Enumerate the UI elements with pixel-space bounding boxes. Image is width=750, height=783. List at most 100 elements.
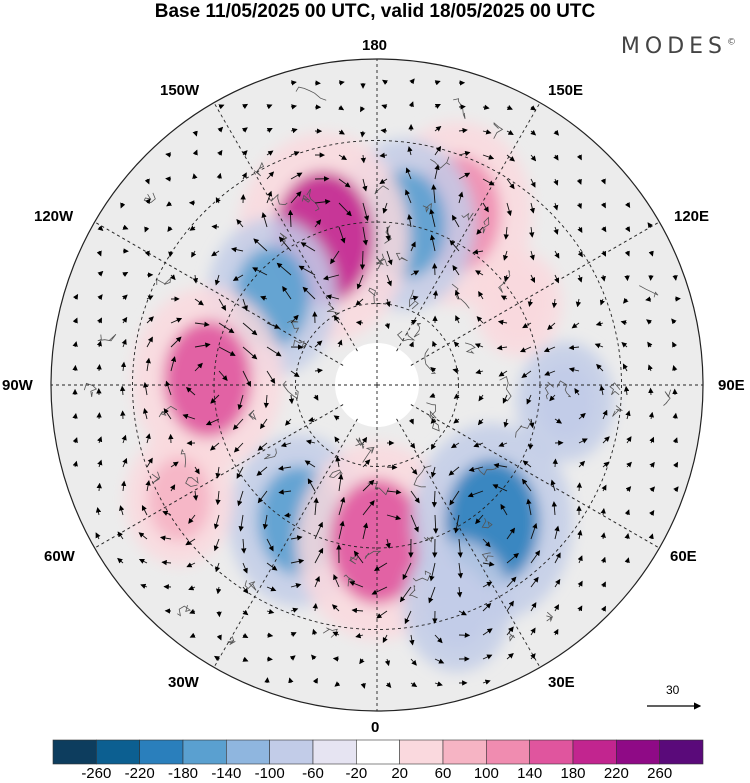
wind-arrow <box>410 319 417 325</box>
wind-arrow <box>430 418 437 424</box>
wind-arrow <box>326 294 340 300</box>
wind-arrow <box>474 343 484 349</box>
wind-arrow <box>262 514 269 530</box>
wind-arrow <box>362 522 369 540</box>
wind-arrow <box>529 250 535 261</box>
wind-arrow <box>621 341 628 348</box>
wind-arrow <box>72 412 78 420</box>
wind-arrow <box>526 394 532 405</box>
wind-arrow <box>506 552 520 564</box>
wind-arrow <box>458 150 471 157</box>
colorbar-tick-label: -180 <box>167 765 199 782</box>
wind-arrow <box>232 274 244 281</box>
wind-arrow <box>482 538 491 548</box>
wind-arrow <box>260 418 268 430</box>
wind-arrow <box>215 562 221 573</box>
colorbar-tick-label: -100 <box>254 765 285 782</box>
wind-arrow <box>649 510 655 517</box>
wind-arrow <box>431 490 438 508</box>
coastline-segment <box>663 389 671 406</box>
wind-arrow <box>624 557 630 564</box>
wind-arrow <box>492 484 508 492</box>
wind-arrow <box>451 214 460 228</box>
wind-arrow <box>209 442 220 451</box>
wind-arrow <box>165 152 172 158</box>
wind-arrow <box>119 505 125 516</box>
wind-arrow <box>95 532 101 540</box>
wind-arrow <box>337 473 344 492</box>
wind-arrow <box>192 130 198 137</box>
wind-arrow <box>521 478 532 492</box>
wind-arrow <box>530 154 537 162</box>
wind-arrow <box>506 202 512 217</box>
wind-arrow <box>453 341 460 348</box>
wind-arrow <box>432 290 439 300</box>
wind-arrow <box>314 340 323 348</box>
wind-arrow <box>371 586 388 595</box>
wind-arrow <box>337 339 343 348</box>
wind-arrow <box>290 151 300 157</box>
wind-arrow <box>529 418 535 429</box>
wind-arrow <box>530 627 536 636</box>
wind-arrow <box>458 191 464 204</box>
wind-arrow <box>241 127 248 133</box>
wind-arrow <box>314 368 323 374</box>
wind-arrow <box>338 105 345 111</box>
coastline-segment <box>412 570 432 582</box>
wind-arrow <box>577 555 583 564</box>
wind-arrow <box>314 199 331 205</box>
colorbar-swatch <box>659 739 704 765</box>
wind-arrow <box>600 202 606 209</box>
wind-arrow <box>218 104 225 110</box>
wind-arrow <box>434 681 443 687</box>
wind-arrow <box>290 535 303 541</box>
wind-arrow <box>620 320 628 326</box>
wind-arrow <box>146 457 153 468</box>
coastline-segment <box>464 342 476 354</box>
wind-arrow <box>170 356 177 372</box>
wind-arrow <box>647 364 653 372</box>
wind-arrow <box>649 486 656 493</box>
wind-arrow <box>261 212 268 228</box>
wind-arrow <box>142 381 149 396</box>
wind-arrow <box>379 178 388 185</box>
wind-arrow <box>218 370 228 381</box>
wind-arrow <box>530 653 536 660</box>
wind-arrow <box>506 600 514 612</box>
coastline-segment <box>180 448 187 468</box>
map-title: Base 11/05/2025 00 UTC, valid 18/05/2025… <box>154 1 596 22</box>
wind-arrow <box>497 319 508 325</box>
wind-arrow <box>122 271 129 277</box>
lon-label-0: 0 <box>371 719 380 736</box>
wind-arrow <box>298 265 316 276</box>
wind-arrow <box>432 340 438 348</box>
wind-arrow <box>434 164 440 180</box>
wind-arrow <box>305 439 316 445</box>
wind-arrow <box>482 561 495 567</box>
wind-arrow <box>434 658 445 664</box>
wind-arrow <box>119 385 126 396</box>
wind-arrow <box>576 202 582 210</box>
wind-arrow <box>405 189 412 204</box>
wind-arrow <box>578 460 586 468</box>
wind-arrow <box>362 500 375 516</box>
wind-arrow <box>554 525 560 540</box>
wind-arrow <box>530 105 537 111</box>
wind-arrow <box>600 178 606 185</box>
wind-arrow <box>602 436 610 444</box>
wind-arrow <box>338 129 345 135</box>
wind-arrow <box>382 202 388 214</box>
coastline-segment <box>481 517 493 529</box>
wind-arrow <box>312 602 318 612</box>
wind-arrow <box>506 129 514 135</box>
wind-arrow <box>431 184 437 204</box>
wind-arrow <box>194 466 200 475</box>
wind-arrow <box>671 318 677 325</box>
lon-label-30w: 30W <box>168 674 199 691</box>
wind-arrow <box>96 364 102 372</box>
wind-arrow <box>482 178 495 186</box>
wind-arrow <box>530 178 536 188</box>
wind-arrow <box>211 224 220 230</box>
wind-arrow <box>410 514 419 533</box>
